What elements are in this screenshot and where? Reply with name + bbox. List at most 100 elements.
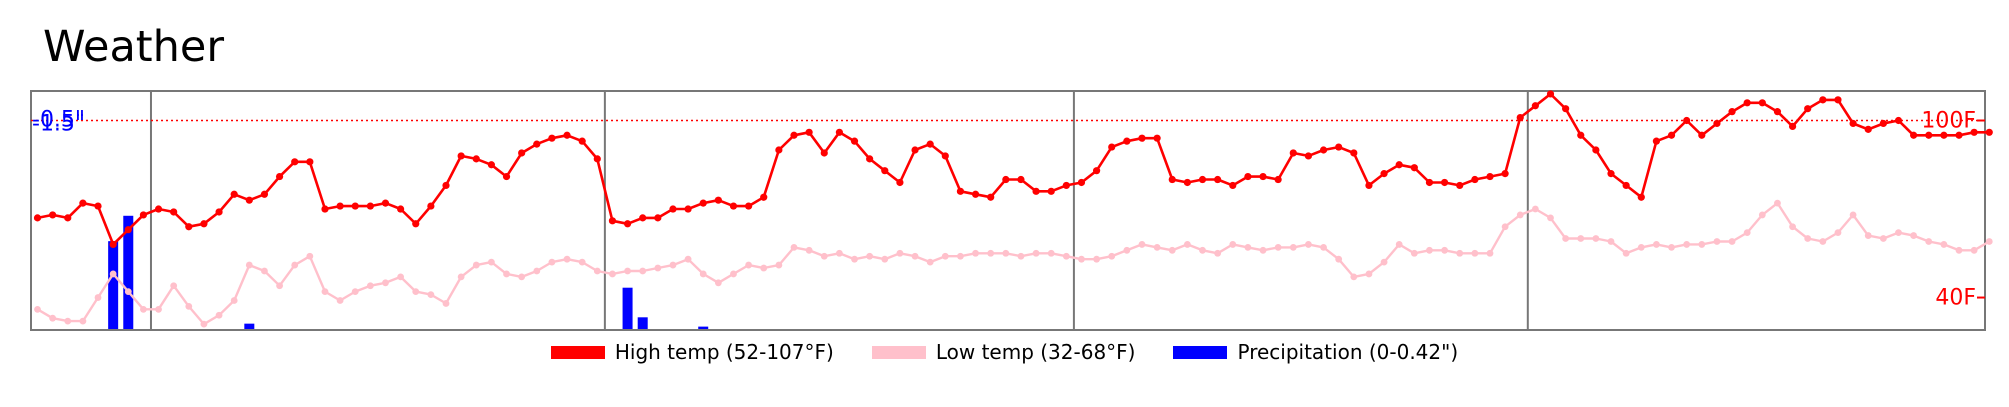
precip-bar	[244, 323, 255, 330]
low-temp-point	[1622, 249, 1630, 257]
high-temp-point	[1410, 164, 1418, 172]
low-temp-point	[1653, 241, 1660, 248]
low-temp-point	[1955, 246, 1963, 254]
low-temp-point	[1577, 235, 1585, 242]
temp-tick-label: 40F	[1935, 286, 1976, 311]
high-temp-point	[1562, 105, 1570, 113]
low-temp-point	[200, 320, 208, 328]
high-temp-point	[124, 226, 132, 234]
high-temp-point	[1062, 181, 1070, 190]
low-temp-point	[699, 270, 707, 278]
high-temp-point	[427, 202, 435, 210]
high-temp-point	[1440, 178, 1449, 187]
low-temp-point	[987, 249, 995, 257]
precip-bar	[108, 241, 119, 330]
high-temp-point	[1728, 108, 1736, 116]
low-temp-point	[261, 267, 268, 275]
high-temp-point	[1229, 181, 1237, 190]
high-temp-point	[154, 205, 163, 213]
high-temp-point	[578, 137, 586, 145]
low-temp-point	[1607, 238, 1615, 245]
high-temp-point	[275, 172, 284, 181]
high-temp-point	[366, 202, 374, 210]
high-temp-point	[1849, 119, 1857, 128]
precip-bar	[698, 326, 709, 330]
low-temp-point	[1365, 270, 1373, 278]
low-temp-point	[1637, 243, 1645, 251]
low-temp-point	[1864, 232, 1872, 239]
high-temp-point	[260, 190, 269, 198]
low-temp-point	[1547, 214, 1554, 222]
high-temp-point	[487, 161, 495, 169]
high-temp-point	[1940, 131, 1948, 139]
high-temp-point	[1773, 108, 1782, 116]
low-temp-point	[1183, 241, 1191, 248]
low-temp-point	[1713, 238, 1721, 245]
low-temp-point	[1456, 249, 1464, 257]
high-temp-point	[1350, 149, 1358, 157]
low-temp-point	[34, 305, 41, 313]
legend-item-precip: Precipitation (0-0.42")	[1173, 340, 1458, 364]
high-temp-series	[33, 90, 1993, 249]
low-temp-point	[1758, 211, 1766, 219]
high-temp-point	[1516, 113, 1524, 122]
low-temp-point	[140, 305, 147, 313]
high-temp-point	[336, 202, 344, 210]
plot-border	[30, 90, 1986, 331]
high-temp-point	[1093, 167, 1101, 175]
high-temp-point	[351, 202, 359, 210]
high-temp-point	[1108, 143, 1116, 151]
low-temp-swatch	[871, 345, 926, 359]
high-temp-point	[291, 158, 299, 166]
high-temp-point	[49, 211, 57, 219]
high-temp-point	[1713, 119, 1721, 128]
low-temp-point	[412, 288, 420, 296]
high-temp-point	[1244, 172, 1252, 181]
low-temp-point	[1925, 238, 1933, 245]
low-temp-point	[1138, 241, 1146, 248]
high-temp-point	[971, 190, 980, 198]
low-temp-point	[775, 261, 783, 269]
low-temp-point	[155, 305, 162, 313]
low-temp-point	[64, 317, 72, 325]
legend-label-precip: Precipitation (0-0.42")	[1237, 340, 1459, 364]
low-temp-point	[185, 302, 193, 310]
high-temp-point	[684, 205, 692, 213]
low-temp-point	[684, 255, 692, 263]
low-temp-series	[34, 199, 1993, 328]
high-temp-point	[412, 220, 420, 228]
high-temp-point	[1758, 99, 1766, 107]
low-temp-point	[1819, 238, 1827, 245]
low-temp-point	[488, 258, 495, 266]
precipitation-bars	[108, 215, 709, 330]
high-temp-point	[185, 223, 193, 231]
low-temp-point	[1895, 229, 1902, 237]
high-temp-point	[64, 214, 72, 222]
high-temp-point	[1395, 161, 1403, 169]
low-temp-point	[442, 300, 450, 307]
low-temp-point	[1834, 229, 1842, 237]
legend-item-low: Low temp (32-68°F)	[871, 340, 1135, 364]
low-temp-point	[1002, 249, 1010, 257]
high-temp-point	[1138, 134, 1146, 142]
high-temp-point	[760, 193, 768, 201]
low-temp-point	[1032, 249, 1040, 257]
high-temp-point	[820, 149, 828, 157]
low-temp-point	[820, 252, 828, 260]
high-temp-point	[1501, 170, 1509, 178]
precip-bar	[622, 287, 633, 330]
low-temp-point	[1531, 205, 1539, 213]
high-temp-point	[1819, 96, 1827, 104]
low-temp-point	[49, 314, 57, 322]
low-temp-point	[563, 255, 571, 263]
low-temp-point	[1668, 243, 1675, 251]
low-temp-point	[730, 270, 737, 278]
high-temp-point	[321, 205, 329, 213]
low-temp-point	[1849, 211, 1857, 219]
high-temp-point	[881, 167, 889, 175]
high-temp-point	[608, 217, 617, 225]
low-temp-point	[1441, 246, 1448, 254]
high-temp-point	[745, 202, 753, 210]
high-temp-point	[1955, 131, 1963, 139]
low-temp-point	[533, 267, 541, 275]
